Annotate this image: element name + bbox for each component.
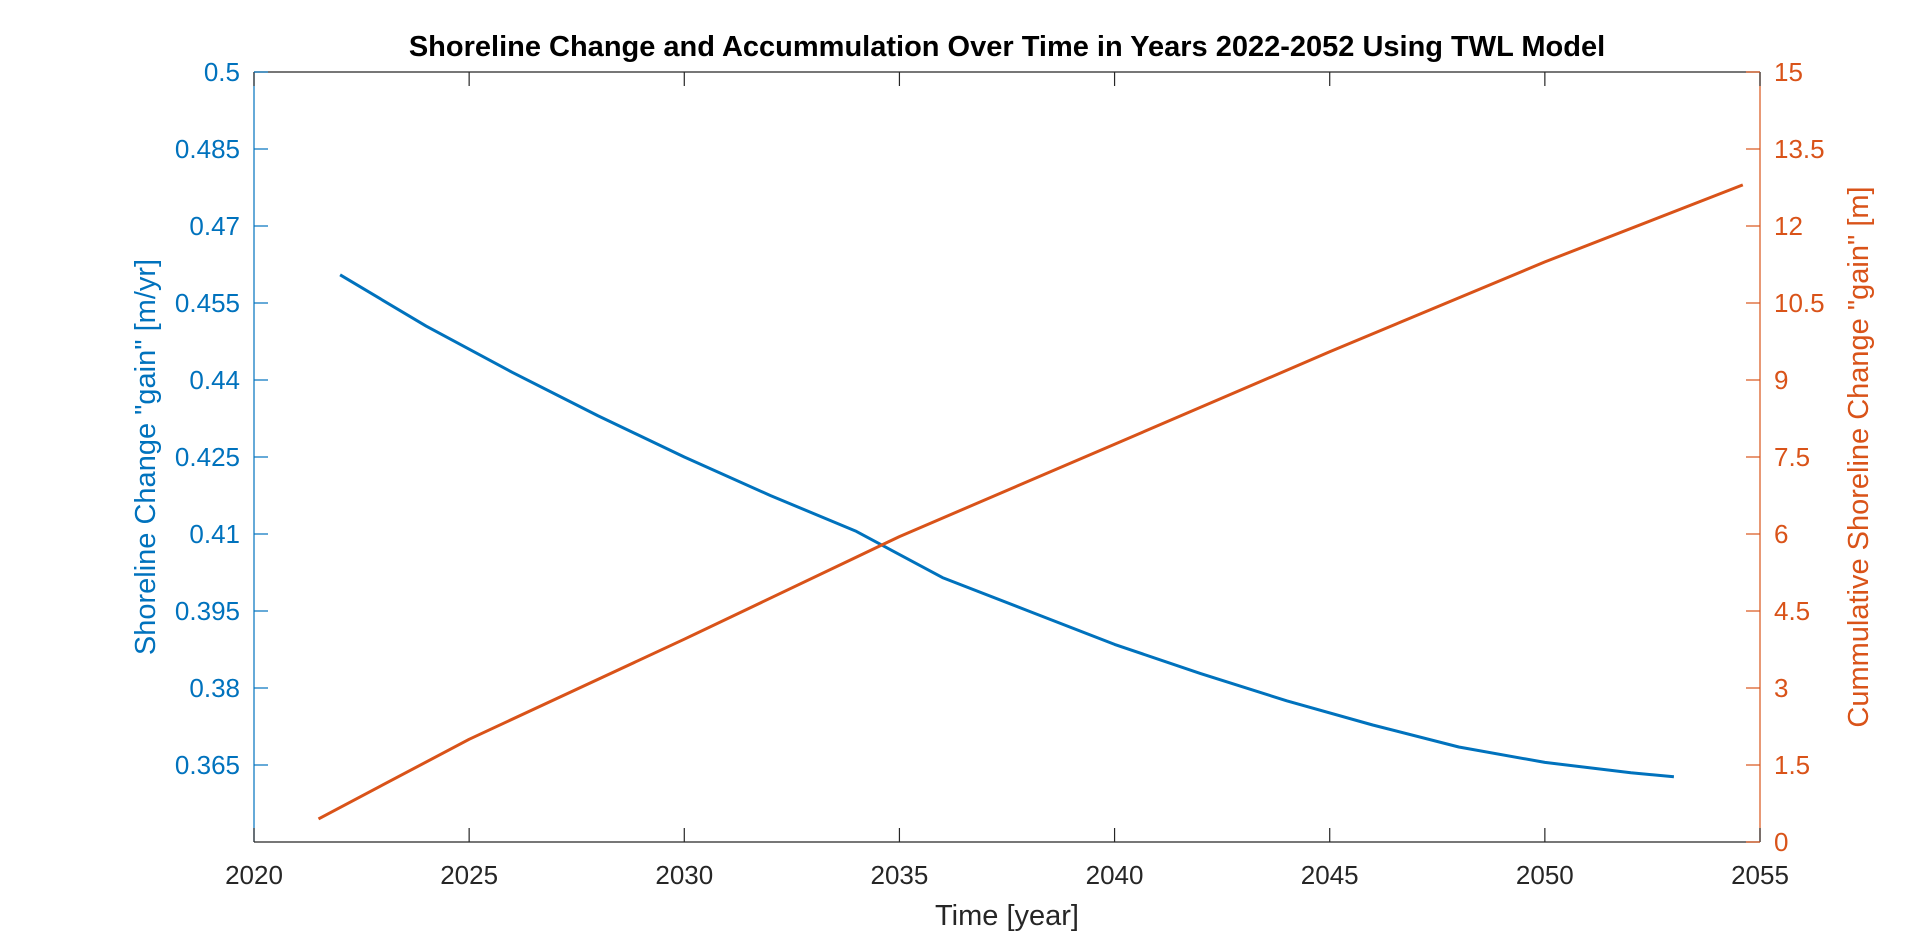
y-left-tick-label: 0.41 (189, 519, 240, 549)
y-right-tick-label: 9 (1774, 365, 1788, 395)
y-ticks-right: 0 1.5 3 4.5 6 7.5 9 10.5 12 13.5 15 (1746, 57, 1825, 857)
y-left-tick-label: 0.47 (189, 211, 240, 241)
series-layer (317, 183, 1744, 821)
y-left-tick-label: 0.455 (175, 288, 240, 318)
y-left-tick-label: 0.44 (189, 365, 240, 395)
y-right-tick-label: 4.5 (1774, 596, 1810, 626)
x-tick-label: 2040 (1086, 860, 1144, 890)
y-left-tick-label: 0.5 (204, 57, 240, 87)
chart-title: Shoreline Change and Accummulation Over … (409, 31, 1605, 63)
y-left-tick-label: 0.395 (175, 596, 240, 626)
y-right-tick-label: 1.5 (1774, 750, 1810, 780)
y-right-tick-label: 7.5 (1774, 442, 1810, 472)
y-left-tick-label: 0.38 (189, 673, 240, 703)
x-tick-label: 2045 (1301, 860, 1359, 890)
y-right-tick-label: 13.5 (1774, 134, 1825, 164)
y-right-tick-label: 0 (1774, 827, 1788, 857)
y-right-tick-label: 15 (1774, 57, 1803, 87)
x-tick-label: 2050 (1516, 860, 1574, 890)
y-right-tick-label: 10.5 (1774, 288, 1825, 318)
y-axis-label-right: Cummulative Shoreline Change "gain" [m] (1843, 186, 1875, 727)
series-line-cumulative (317, 183, 1744, 821)
y-right-tick-label: 12 (1774, 211, 1803, 241)
series-line-rate (339, 273, 1675, 779)
y-axis-label-left: Shoreline Change "gain" [m/yr] (130, 259, 162, 655)
y-left-tick-label: 0.425 (175, 442, 240, 472)
x-axis-label: Time [year] (935, 900, 1079, 932)
y-left-tick-label: 0.485 (175, 134, 240, 164)
y-right-tick-label: 6 (1774, 519, 1788, 549)
y-right-tick-label: 3 (1774, 673, 1788, 703)
x-tick-label: 2030 (655, 860, 713, 890)
x-ticks: 2020 2025 2030 2035 2040 2045 2050 2055 (225, 72, 1789, 890)
y-left-tick-label: 0.365 (175, 750, 240, 780)
x-tick-label: 2025 (440, 860, 498, 890)
x-tick-label: 2035 (871, 860, 929, 890)
x-tick-label: 2020 (225, 860, 283, 890)
plot-area (254, 72, 1760, 842)
x-tick-label: 2055 (1731, 860, 1789, 890)
y-ticks-left: 0.365 0.38 0.395 0.41 0.425 0.44 0.455 0.47 0.48… (175, 57, 268, 780)
